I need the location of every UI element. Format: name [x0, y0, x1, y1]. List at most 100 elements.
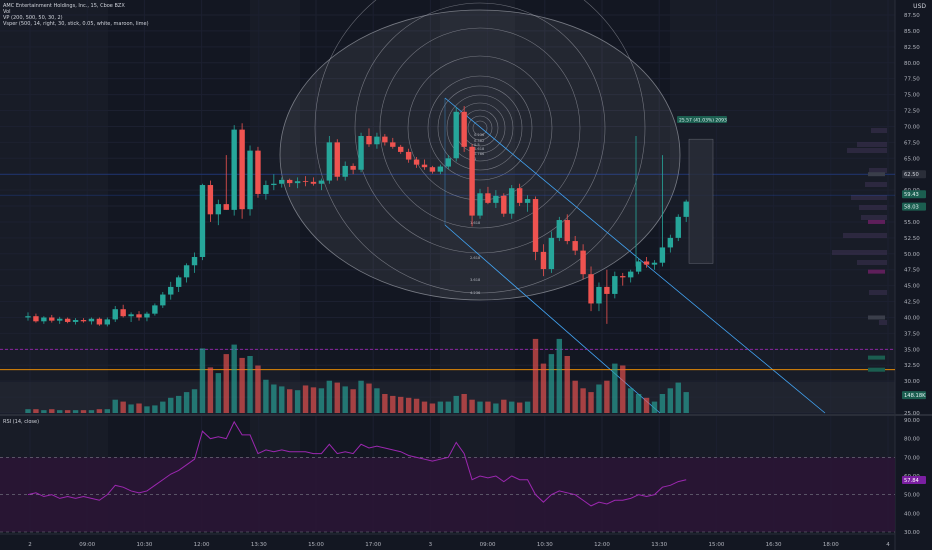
fib-circle — [437, 85, 523, 171]
volume-bar — [286, 389, 293, 413]
volume-bar — [453, 395, 459, 413]
price-tick-label: 35.00 — [904, 347, 920, 353]
candle-body — [96, 318, 103, 325]
symbol-title[interactable]: AMC Entertainment Holdings, Inc., 15, Cb… — [3, 3, 125, 9]
time-tick-label: 13:30 — [651, 542, 667, 548]
candle-body — [358, 135, 364, 170]
candle-body — [255, 150, 261, 194]
price-tick-label: 72.50 — [904, 109, 920, 115]
volume-bar — [144, 406, 150, 413]
volume-bar — [64, 410, 71, 413]
candle-body — [548, 237, 555, 270]
volume-bar — [501, 399, 507, 413]
fib-level-label: 0.236 — [474, 133, 485, 137]
price-tick-label: 45.00 — [904, 284, 920, 290]
candle-body — [175, 277, 182, 287]
price-badge-high: 59.43 — [904, 192, 919, 198]
volume-bar — [350, 389, 356, 413]
profile-marker — [868, 172, 885, 177]
volume-profile-bar — [857, 142, 887, 147]
candle-body — [532, 199, 539, 252]
candle-body — [627, 271, 634, 278]
candle-body — [80, 320, 87, 322]
rsi-tick-label: 40.00 — [904, 511, 920, 517]
volume-bar — [429, 403, 436, 413]
candle-body — [334, 142, 340, 177]
volume-profile-bar — [851, 195, 887, 200]
fib-level-label: 0.5 — [474, 143, 480, 147]
fib-level-label: 0.786 — [474, 152, 485, 156]
price-tick-label: 87.50 — [904, 13, 920, 19]
candle-body — [667, 237, 674, 248]
rsi-tick-label: 50.00 — [904, 493, 920, 499]
time-tick-label: 18:00 — [823, 542, 839, 548]
price-tick-label: 32.50 — [904, 363, 920, 369]
volume-bar — [620, 365, 626, 413]
profile-marker — [868, 367, 885, 372]
candle-body — [286, 179, 293, 184]
candle-body — [588, 274, 594, 304]
candle-body — [509, 188, 515, 214]
candle-body — [326, 142, 333, 181]
profile-marker — [868, 315, 885, 320]
volume-bar — [477, 401, 483, 413]
volume-bar — [683, 392, 689, 413]
candle-body — [612, 276, 618, 294]
price-tick-label: 25.00 — [904, 411, 920, 417]
volume-bar — [215, 373, 222, 413]
rsi-tick-label: 80.00 — [904, 437, 920, 443]
time-tick-label: 4 — [886, 542, 890, 548]
vsper-indicator-label[interactable]: Vsper (500, 14, right, 30, stick, 0.05, … — [3, 21, 149, 27]
candle-body — [64, 318, 71, 322]
candle-body — [556, 220, 563, 238]
time-tick-label: 12:00 — [194, 542, 210, 548]
fib-circle — [472, 120, 488, 136]
volume-bar — [382, 394, 388, 413]
rsi-badge: 57.84 — [904, 478, 920, 484]
session-shade-band — [670, 0, 895, 532]
fib-circle — [446, 94, 514, 162]
candle-body — [493, 195, 499, 203]
candle-body — [25, 316, 31, 318]
price-tick-label: 50.00 — [904, 252, 920, 258]
volume-bar — [25, 409, 31, 413]
time-tick-label: 10:30 — [136, 542, 152, 548]
volume-bar — [540, 363, 547, 413]
price-tick-label: 40.00 — [904, 315, 920, 321]
volume-bar — [33, 409, 39, 413]
candle-body — [128, 314, 134, 317]
candle-body — [72, 320, 79, 322]
rsi-indicator-label[interactable]: RSI (14, close) — [3, 419, 40, 425]
volume-bar — [318, 388, 325, 413]
candle-body — [231, 129, 237, 210]
candle-body — [310, 181, 317, 184]
volume-bar — [374, 388, 380, 413]
candle-body — [223, 204, 229, 210]
time-tick-label: 15:00 — [708, 542, 724, 548]
volume-bar — [612, 363, 618, 413]
volume-bar — [112, 399, 118, 413]
volume-bar — [104, 409, 110, 413]
volume-bar — [516, 402, 523, 413]
time-tick-label: 15:00 — [308, 542, 324, 548]
candle-body — [136, 314, 142, 318]
price-tick-label: 37.50 — [904, 331, 920, 337]
volume-bar — [41, 410, 47, 413]
time-tick-label: 2 — [28, 542, 32, 548]
volume-bar — [635, 394, 642, 413]
volume-bar — [580, 388, 586, 413]
volume-indicator-label[interactable]: Vol — [3, 9, 11, 15]
session-shade-band — [440, 0, 515, 532]
candle-body — [302, 181, 309, 183]
volume-bar — [120, 401, 126, 413]
volume-bar — [659, 394, 666, 413]
volume-bar — [57, 410, 63, 413]
profile-marker — [868, 219, 885, 224]
volume-bar — [191, 389, 198, 413]
volume-profile-indicator-label[interactable]: VP (200, 500, 50, 30, 2) — [3, 15, 63, 21]
fib-circle-fill — [280, 10, 680, 300]
volume-badge: 148.18K — [904, 393, 926, 399]
candle-body — [144, 313, 150, 318]
volume-bar — [88, 410, 95, 413]
